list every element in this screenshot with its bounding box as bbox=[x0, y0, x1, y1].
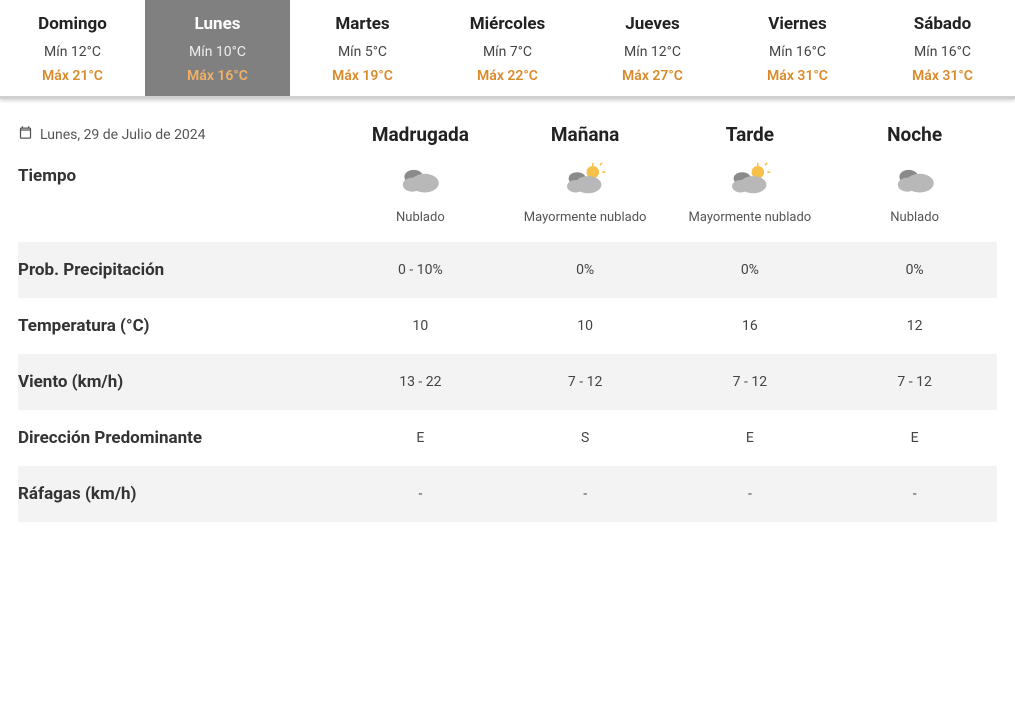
row-viento: Viento (km/h) 13 - 22 7 - 12 7 - 12 7 - … bbox=[18, 354, 997, 410]
day-name: Viernes bbox=[731, 14, 864, 34]
cell: E bbox=[668, 412, 833, 464]
day-max: Máx 27°C bbox=[586, 68, 719, 84]
cell: E bbox=[832, 412, 997, 464]
cell: - bbox=[503, 468, 668, 520]
cell: 10 bbox=[338, 300, 503, 352]
cloudy-icon bbox=[342, 160, 499, 204]
row-temperatura: Temperatura (°C) 10 10 16 12 bbox=[18, 298, 997, 354]
day-tab-domingo[interactable]: Domingo Mín 12°C Máx 21°C bbox=[0, 0, 145, 96]
day-max: Máx 22°C bbox=[441, 68, 574, 84]
condition-label: Nublado bbox=[342, 210, 499, 226]
day-name: Jueves bbox=[586, 14, 719, 34]
day-tab-viernes[interactable]: Viernes Mín 16°C Máx 31°C bbox=[725, 0, 870, 96]
cell: - bbox=[338, 468, 503, 520]
row-direccion: Dirección Predominante E S E E bbox=[18, 410, 997, 466]
cell: 0% bbox=[503, 244, 668, 296]
cell: 10 bbox=[503, 300, 668, 352]
selected-date: Lunes, 29 de Julio de 2024 bbox=[18, 125, 338, 144]
selected-date-label: Lunes, 29 de Julio de 2024 bbox=[40, 127, 206, 143]
period-header-madrugada: Madrugada bbox=[338, 117, 503, 152]
cell: 0% bbox=[668, 244, 833, 296]
cell: 0 - 10% bbox=[338, 244, 503, 296]
period-header-noche: Noche bbox=[832, 117, 997, 152]
day-max: Máx 21°C bbox=[6, 68, 139, 84]
row-precipitacion: Prob. Precipitación 0 - 10% 0% 0% 0% bbox=[18, 242, 997, 298]
day-name: Martes bbox=[296, 14, 429, 34]
day-tab-jueves[interactable]: Jueves Mín 12°C Máx 27°C bbox=[580, 0, 725, 96]
condition-label: Nublado bbox=[836, 210, 993, 226]
cell: 16 bbox=[668, 300, 833, 352]
day-max: Máx 31°C bbox=[731, 68, 864, 84]
cell: 7 - 12 bbox=[668, 356, 833, 408]
row-label: Temperatura (°C) bbox=[18, 298, 338, 354]
tiempo-cell-tarde: Mayormente nublado bbox=[668, 156, 833, 242]
row-label: Viento (km/h) bbox=[18, 354, 338, 410]
tiempo-cell-madrugada: Nublado bbox=[338, 156, 503, 242]
day-name: Sábado bbox=[876, 14, 1009, 34]
cell: S bbox=[503, 412, 668, 464]
cell: 13 - 22 bbox=[338, 356, 503, 408]
tiempo-cell-noche: Nublado bbox=[832, 156, 997, 242]
day-min: Mín 10°C bbox=[151, 44, 284, 60]
day-tab-martes[interactable]: Martes Mín 5°C Máx 19°C bbox=[290, 0, 435, 96]
day-min: Mín 12°C bbox=[6, 44, 139, 60]
period-header-manana: Mañana bbox=[503, 117, 668, 152]
row-rafagas: Ráfagas (km/h) - - - - bbox=[18, 466, 997, 522]
period-header-tarde: Tarde bbox=[668, 117, 833, 152]
condition-label: Mayormente nublado bbox=[507, 210, 664, 226]
cell: - bbox=[668, 468, 833, 520]
cell: 12 bbox=[832, 300, 997, 352]
cell: E bbox=[338, 412, 503, 464]
day-name: Miércoles bbox=[441, 14, 574, 34]
cell: - bbox=[832, 468, 997, 520]
day-min: Mín 16°C bbox=[731, 44, 864, 60]
cell: 0% bbox=[832, 244, 997, 296]
day-max: Máx 19°C bbox=[296, 68, 429, 84]
day-name: Domingo bbox=[6, 14, 139, 34]
day-min: Mín 12°C bbox=[586, 44, 719, 60]
cell: 7 - 12 bbox=[503, 356, 668, 408]
day-max: Máx 31°C bbox=[876, 68, 1009, 84]
day-name: Lunes bbox=[151, 14, 284, 34]
day-tab-sabado[interactable]: Sábado Mín 16°C Máx 31°C bbox=[870, 0, 1015, 96]
day-min: Mín 7°C bbox=[441, 44, 574, 60]
period-header-row: Lunes, 29 de Julio de 2024 Madrugada Mañ… bbox=[18, 117, 997, 152]
tiempo-row: Tiempo Nublado bbox=[18, 156, 997, 242]
cell: 7 - 12 bbox=[832, 356, 997, 408]
row-label: Prob. Precipitación bbox=[18, 242, 338, 298]
row-label: Ráfagas (km/h) bbox=[18, 466, 338, 522]
day-min: Mín 16°C bbox=[876, 44, 1009, 60]
tiempo-label: Tiempo bbox=[18, 156, 338, 226]
partly-cloudy-icon bbox=[672, 160, 829, 204]
day-tab-miercoles[interactable]: Miércoles Mín 7°C Máx 22°C bbox=[435, 0, 580, 96]
detail-panel: Lunes, 29 de Julio de 2024 Madrugada Mañ… bbox=[0, 99, 1015, 522]
row-label: Dirección Predominante bbox=[18, 410, 338, 466]
partly-cloudy-icon bbox=[507, 160, 664, 204]
day-max: Máx 16°C bbox=[151, 68, 284, 84]
day-tab-lunes[interactable]: Lunes Mín 10°C Máx 16°C bbox=[145, 0, 290, 96]
condition-label: Mayormente nublado bbox=[672, 210, 829, 226]
cloudy-icon bbox=[836, 160, 993, 204]
day-min: Mín 5°C bbox=[296, 44, 429, 60]
tiempo-cell-manana: Mayormente nublado bbox=[503, 156, 668, 242]
calendar-icon bbox=[18, 125, 33, 144]
day-tabs: Domingo Mín 12°C Máx 21°C Lunes Mín 10°C… bbox=[0, 0, 1015, 99]
